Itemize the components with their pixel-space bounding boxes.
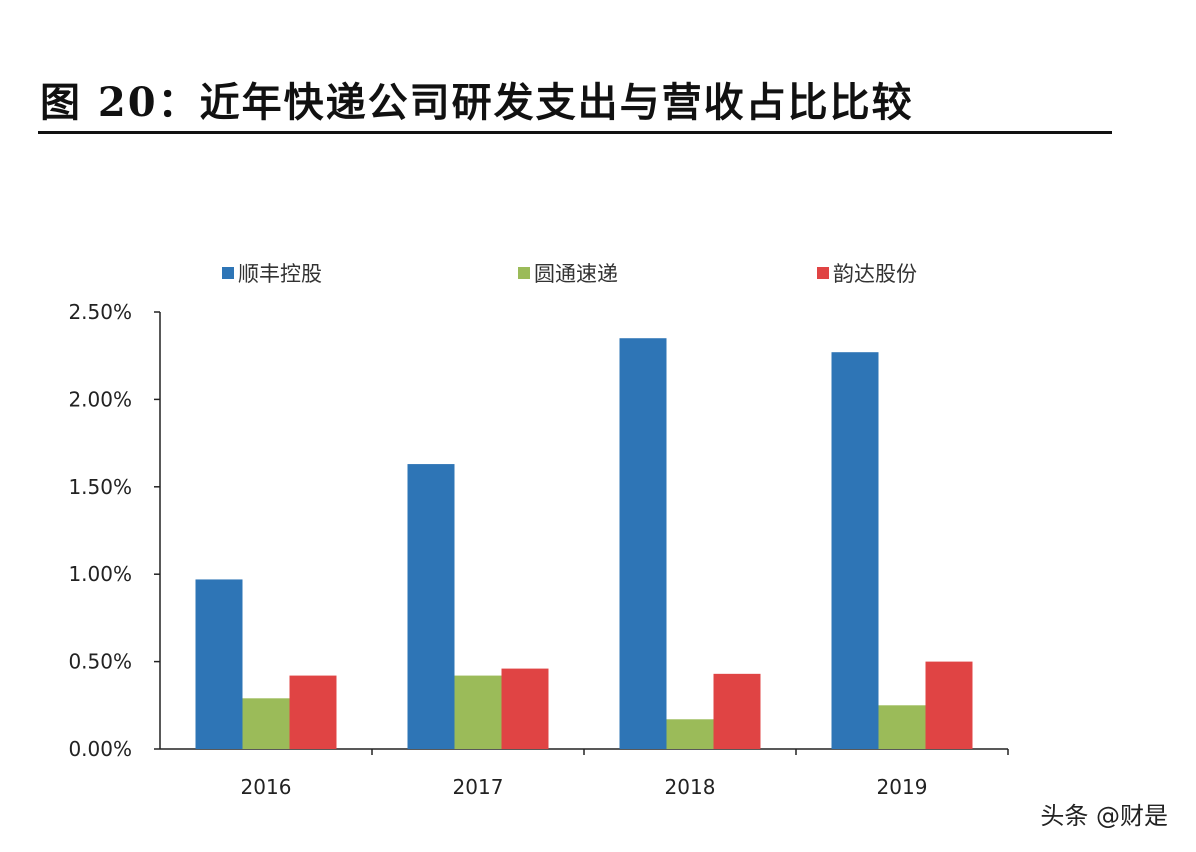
bar-圆通速递-2017 xyxy=(454,675,502,749)
bar-顺丰控股-2016 xyxy=(195,579,243,749)
bar-圆通速递-2019 xyxy=(878,705,926,749)
bar-圆通速递-2018 xyxy=(666,719,714,749)
legend-swatch-1 xyxy=(518,267,530,279)
bar-韵达股份-2019 xyxy=(925,661,973,749)
y-tick-label: 2.00% xyxy=(68,387,132,411)
bar-韵达股份-2018 xyxy=(713,673,761,749)
chart-title: 图 20：近年快递公司研发支出与营收占比比较 xyxy=(40,79,914,126)
legend-label-2: 韵达股份 xyxy=(833,262,917,286)
bar-顺丰控股-2017 xyxy=(407,464,455,749)
watermark: 头条 @财是 xyxy=(1040,802,1168,830)
bar-顺丰控股-2019 xyxy=(831,352,879,749)
bar-圆通速递-2016 xyxy=(242,698,290,749)
legend: 顺丰控股 圆通速递 韵达股份 xyxy=(0,258,1196,288)
bar-韵达股份-2016 xyxy=(289,675,337,749)
legend-swatch-2 xyxy=(817,267,829,279)
bar-韵达股份-2017 xyxy=(501,668,549,749)
y-tick-label: 1.50% xyxy=(68,475,132,499)
x-tick-label: 2017 xyxy=(453,775,504,799)
legend-swatch-0 xyxy=(222,267,234,279)
y-tick-label: 0.00% xyxy=(68,737,132,761)
x-tick-label: 2016 xyxy=(241,775,292,799)
y-tick-label: 0.50% xyxy=(68,650,132,674)
x-tick-label: 2019 xyxy=(877,775,928,799)
legend-item-2: 韵达股份 xyxy=(817,258,917,288)
legend-label-0: 顺丰控股 xyxy=(238,262,322,286)
y-tick-label: 2.50% xyxy=(68,300,132,324)
legend-label-1: 圆通速递 xyxy=(534,262,618,286)
legend-item-0: 顺丰控股 xyxy=(222,258,322,288)
y-tick-label: 1.00% xyxy=(68,562,132,586)
x-tick-label: 2018 xyxy=(665,775,716,799)
bar-顺丰控股-2018 xyxy=(619,338,667,749)
title-underline xyxy=(38,131,1112,134)
legend-item-1: 圆通速递 xyxy=(518,258,618,288)
